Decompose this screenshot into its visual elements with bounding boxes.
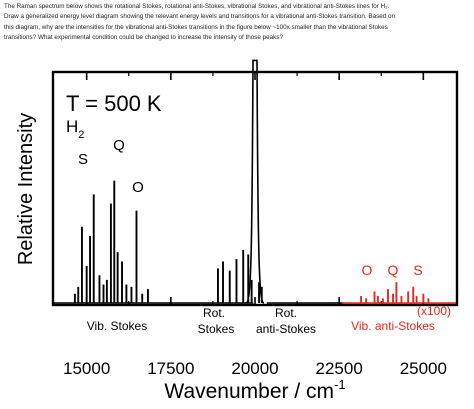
rot-anti-stokes-label-2: anti-Stokes (256, 322, 316, 336)
question-line-1: The Raman spectrum below shows the rotat… (4, 3, 390, 10)
molecule-label: H2 (66, 117, 84, 141)
rayleigh-line (245, 59, 265, 304)
scale-note: (x100) (417, 304, 451, 318)
branch-q-label: Q (113, 137, 125, 154)
chart-title: T = 500 K (66, 91, 162, 116)
y-axis-label: Relative Intensity (15, 113, 37, 265)
branch-o-label: O (132, 179, 144, 196)
question-line-3: this diagram, why are the intensities fo… (4, 23, 388, 31)
branch-s-label: S (78, 151, 88, 168)
x-tick-label: 15000 (63, 359, 110, 378)
molecule-subscript: 2 (78, 129, 84, 141)
question-line-2: Draw a generalized energy level diagram … (4, 13, 395, 21)
rot-stokes-label-2: Stokes (198, 322, 235, 336)
vib-stokes-label: Vib. Stokes (87, 319, 147, 333)
anti-s-label: S (413, 262, 422, 278)
plot-frame (51, 70, 459, 307)
x-axis-label-text: Wavenumber / cm (164, 380, 334, 403)
x-tick-label: 17500 (147, 359, 194, 378)
question-text: The Raman spectrum below shows the rotat… (4, 2, 470, 44)
x-axis-label-unit-exponent: -1 (334, 377, 346, 392)
rot-stokes-label-1: Rot. (203, 306, 225, 320)
rot-anti-stokes-label-1: Rot. (275, 306, 297, 320)
x-tick-label: 20000 (231, 359, 278, 378)
x-axis-label: Wavenumber / cm-1 (164, 377, 345, 403)
x-tick-label: 25000 (400, 359, 447, 378)
vib-anti-stokes-label: Vib. anti-Stokes (351, 319, 435, 333)
molecule-main: H (66, 117, 78, 136)
anti-q-label: Q (388, 262, 399, 278)
anti-o-label: O (362, 262, 373, 278)
question-line-4: transitions? What experimental condition… (4, 34, 283, 42)
x-tick-label: 22500 (316, 359, 363, 378)
